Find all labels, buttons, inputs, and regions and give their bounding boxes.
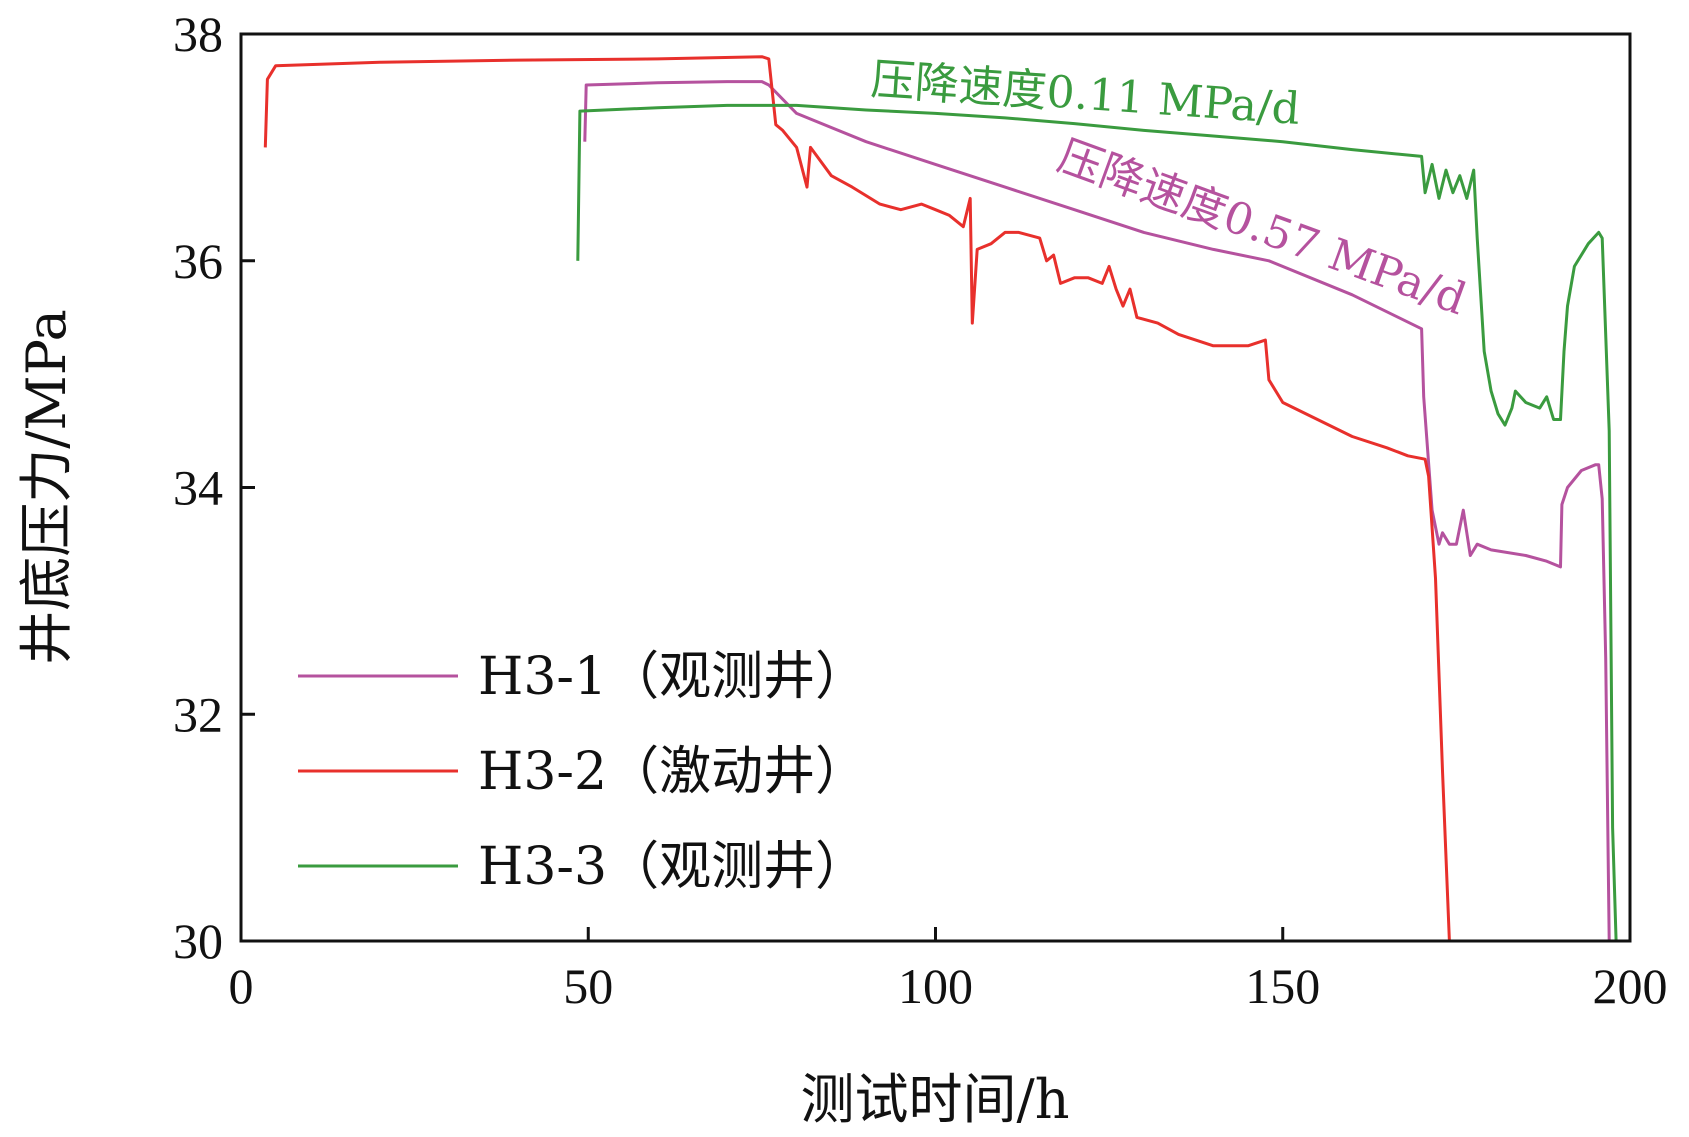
y-axis-title: 井底压力/MPa <box>15 309 78 665</box>
x-tick-label: 200 <box>1593 958 1668 1014</box>
ticks-layer: 0 50 100 150 200 30 32 34 36 38 <box>173 6 1668 1014</box>
annotation-green-rate: 压降速度0.11 MPa/d <box>869 54 1301 135</box>
series-line-3 <box>576 103 1618 941</box>
legend: H3-1（观测井） H3-2（激动井） H3-3（观测井） <box>298 647 867 897</box>
x-tick-label: 0 <box>229 958 254 1014</box>
y-tick-label: 34 <box>173 460 223 516</box>
legend-label-3: H3-3（观测井） <box>478 837 867 897</box>
y-tick-label: 30 <box>173 913 223 969</box>
legend-label-1: H3-1（观测井） <box>478 647 867 707</box>
y-tick-label: 36 <box>173 233 223 289</box>
x-tick-label: 150 <box>1245 958 1320 1014</box>
annotation-purple-rate: 压降速度0.57 MPa/d <box>1051 130 1472 325</box>
x-tick-label: 50 <box>563 958 613 1014</box>
y-tick-label: 38 <box>173 6 223 62</box>
x-axis-title: 测试时间/h <box>801 1068 1070 1131</box>
legend-label-2: H3-2（激动井） <box>478 742 867 802</box>
y-tick-label: 32 <box>173 686 223 742</box>
x-tick-label: 100 <box>898 958 973 1014</box>
series-line-1 <box>583 80 1611 941</box>
series-line-2 <box>263 55 1451 941</box>
series-layer <box>263 55 1618 941</box>
